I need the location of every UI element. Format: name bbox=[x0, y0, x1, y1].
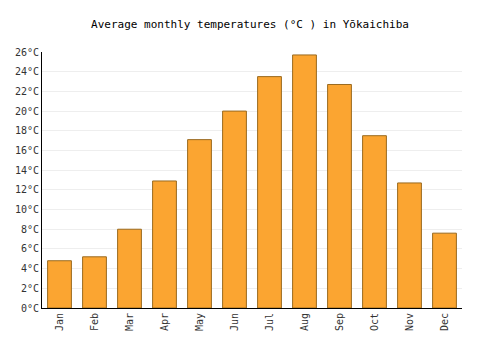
svg-text:18°C: 18°C bbox=[15, 125, 39, 136]
svg-text:26°C: 26°C bbox=[15, 47, 39, 58]
svg-text:Mar: Mar bbox=[124, 313, 135, 331]
svg-text:Average monthly temperatures (: Average monthly temperatures (°C ) in Yō… bbox=[91, 18, 409, 31]
svg-text:10°C: 10°C bbox=[15, 204, 39, 215]
svg-text:Nov: Nov bbox=[404, 313, 415, 331]
svg-text:16°C: 16°C bbox=[15, 145, 39, 156]
svg-text:May: May bbox=[194, 313, 205, 331]
svg-text:Jul: Jul bbox=[264, 313, 275, 331]
svg-text:Jan: Jan bbox=[54, 313, 65, 331]
svg-text:Oct: Oct bbox=[369, 313, 380, 331]
svg-text:12°C: 12°C bbox=[15, 184, 39, 195]
svg-text:Dec: Dec bbox=[439, 313, 450, 331]
svg-text:8°C: 8°C bbox=[21, 224, 39, 235]
svg-text:2°C: 2°C bbox=[21, 283, 39, 294]
svg-text:0°C: 0°C bbox=[21, 303, 39, 314]
svg-text:Apr: Apr bbox=[159, 313, 170, 331]
svg-text:Aug: Aug bbox=[299, 313, 310, 331]
svg-text:Feb: Feb bbox=[89, 313, 100, 331]
svg-text:Sep: Sep bbox=[334, 313, 345, 331]
svg-text:22°C: 22°C bbox=[15, 86, 39, 97]
svg-text:20°C: 20°C bbox=[15, 106, 39, 117]
svg-text:14°C: 14°C bbox=[15, 165, 39, 176]
svg-text:4°C: 4°C bbox=[21, 263, 39, 274]
svg-text:Jun: Jun bbox=[229, 313, 240, 331]
svg-text:6°C: 6°C bbox=[21, 243, 39, 254]
svg-text:24°C: 24°C bbox=[15, 66, 39, 77]
